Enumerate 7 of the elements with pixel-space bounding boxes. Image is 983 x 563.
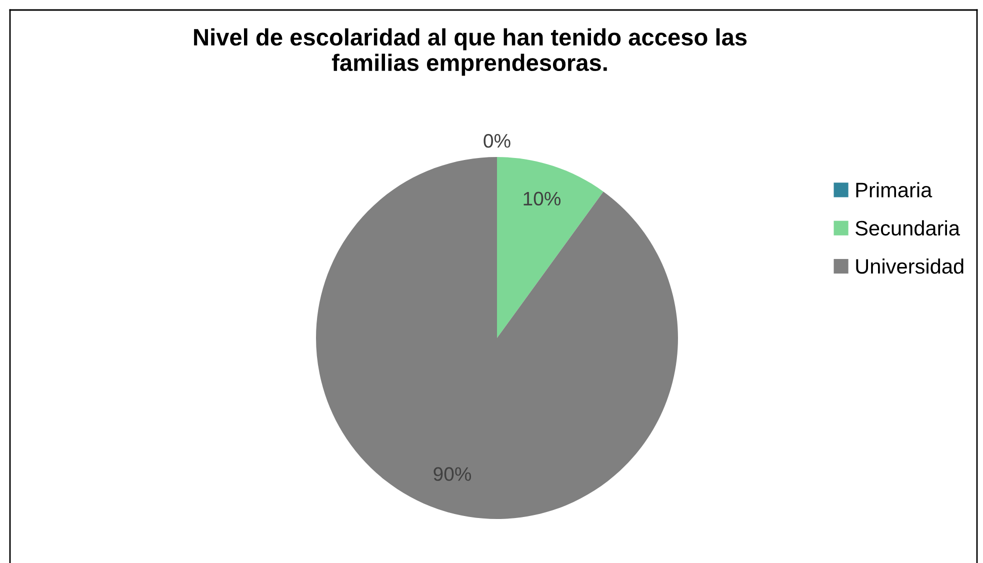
data-label: 10% [524, 192, 561, 206]
text: 0% [484, 134, 510, 148]
data-label: 90% [434, 467, 472, 481]
legend-label: Secundaria [856, 220, 960, 236]
chart-title: Nivel de escolaridad al que han tenido acceso las familias emprendesoras. [194, 28, 747, 76]
legend-label: Universidad [856, 258, 964, 274]
legend-label: Primaria [856, 182, 932, 198]
